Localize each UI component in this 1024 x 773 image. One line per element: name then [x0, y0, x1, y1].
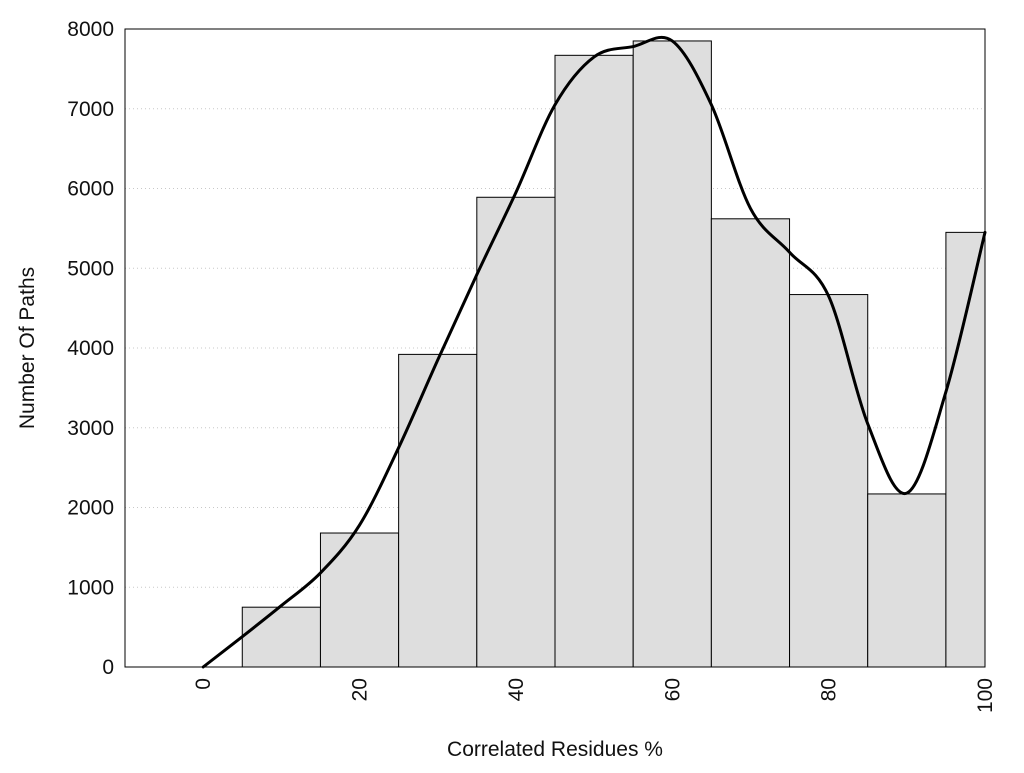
y-axis-label: Number Of Paths: [16, 267, 39, 429]
y-tick-label: 6000: [67, 178, 114, 201]
x-tick-label: 0: [192, 678, 215, 690]
histogram-bars: [241, 40, 986, 668]
x-tick-label: 80: [818, 678, 841, 701]
y-tick-label: 2000: [67, 497, 114, 520]
histogram-bar: [241, 606, 321, 668]
histogram-bar: [632, 40, 712, 668]
x-tick-label: 40: [505, 678, 528, 701]
histogram-bar: [319, 532, 400, 668]
histogram-bar: [789, 294, 869, 668]
histogram-bar: [554, 54, 634, 668]
x-tick-label: 20: [349, 678, 372, 701]
x-axis-label: Correlated Residues %: [447, 738, 663, 761]
y-axis-ticks: 0 1000 2000 3000 4000 5000 6000 7000 8000: [67, 18, 114, 679]
density-curve: [201, 35, 987, 669]
y-tick-label: 3000: [67, 417, 114, 440]
histogram-bar: [945, 231, 986, 668]
y-tick-label: 1000: [67, 576, 114, 599]
histogram-bar: [476, 196, 556, 668]
y-tick-label: 0: [102, 656, 114, 679]
x-tick-label: 100: [974, 678, 997, 713]
y-tick-label: 4000: [67, 337, 114, 360]
histogram-bar: [398, 353, 478, 668]
histogram-bar: [710, 218, 791, 668]
plot-frame: [124, 28, 986, 668]
density-curve-layer: [201, 35, 987, 669]
y-tick-label: 8000: [67, 18, 114, 41]
histogram-bar: [867, 493, 947, 668]
x-tick-label: 60: [661, 678, 684, 701]
y-tick-label: 7000: [67, 98, 114, 121]
x-axis-ticks: 0 20 40 60 80 100: [192, 678, 997, 713]
y-tick-label: 5000: [67, 257, 114, 280]
